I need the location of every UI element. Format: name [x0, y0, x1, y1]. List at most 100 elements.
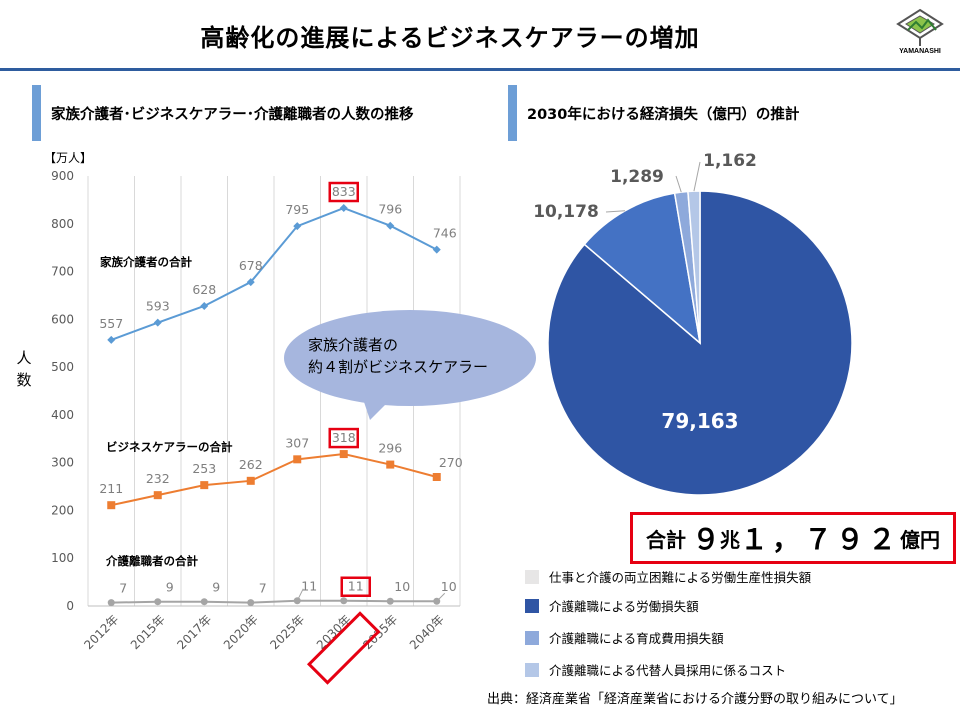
pie-slice — [687, 190, 701, 344]
data-point-business — [200, 481, 209, 490]
y-tick-label: 500 — [51, 360, 74, 374]
data-label-resign: 7 — [119, 581, 127, 596]
highlight-box-family — [328, 181, 359, 203]
y-axis-title-char: 人 — [16, 349, 31, 367]
data-point-family — [107, 335, 116, 344]
legend-item-labor-loss: 介護離職による労働損失額 — [525, 596, 699, 615]
data-point-resign — [247, 599, 255, 607]
y-tick-label: 100 — [51, 551, 74, 565]
label-leader-line — [296, 588, 304, 601]
data-point-resign — [154, 598, 162, 606]
pie-label: 1,162 — [703, 151, 757, 171]
legend-item-productivity: 仕事と介護の両立困難による労働生産性損失額 — [525, 567, 811, 586]
y-tick-label: 400 — [51, 408, 74, 422]
legend-swatch — [525, 569, 539, 584]
series-line-business — [111, 453, 438, 507]
data-label-resign: 11 — [301, 579, 317, 594]
right-section-header: 2030年における経済損失（億円）の推計 — [508, 85, 799, 141]
data-point-business — [107, 501, 116, 510]
data-point-business — [432, 473, 441, 481]
data-point-family — [339, 204, 348, 213]
pie-label: 1,289 — [610, 167, 664, 187]
data-point-business — [386, 460, 395, 469]
pie-leader-line — [693, 161, 701, 192]
total-unit: 億円 — [900, 527, 941, 552]
left-section-title: 家族介護者･ビジネスケアラー･介護離職者の人数の推移 — [51, 106, 414, 123]
x-tick-label: 2017年 — [174, 612, 214, 652]
highlight-box-business — [328, 427, 359, 449]
data-label-business: 307 — [285, 435, 309, 450]
legend-swatch — [525, 662, 539, 677]
data-label-resign: 9 — [166, 580, 174, 595]
data-label-family: 833 — [332, 184, 356, 199]
total-amount-box: 合計 ９ 兆 １，７９２ 億円 — [630, 512, 956, 564]
data-point-business — [339, 450, 348, 459]
pie-label: 79,163 — [661, 409, 738, 433]
data-point-resign — [340, 597, 348, 605]
right-section-accent — [508, 85, 517, 141]
data-label-resign: 10 — [394, 579, 410, 594]
total-trillion: ９ — [691, 523, 720, 556]
data-label-family: 628 — [192, 282, 216, 297]
callout-line2: 約４割がビジネスケアラー — [308, 358, 488, 376]
data-point-resign — [200, 598, 208, 606]
highlight-box-resign — [340, 576, 371, 597]
y-axis-title-char: 数 — [16, 371, 31, 389]
y-tick-label: 600 — [51, 312, 74, 326]
x-tick-label: 2012年 — [81, 612, 121, 652]
pie-leader-line — [605, 210, 626, 213]
logo-text: YAMANASHI — [899, 48, 941, 55]
data-point-family — [386, 221, 395, 230]
series-name-resign: 介護離職者の合計 — [105, 554, 198, 568]
callout-body — [284, 310, 536, 406]
data-label-business: 253 — [192, 461, 216, 476]
data-label-resign: 11 — [348, 579, 364, 594]
title-divider — [0, 68, 960, 71]
legend-label: 介護離職による労働損失額 — [549, 599, 699, 614]
data-point-family — [246, 278, 255, 287]
y-tick-label: 200 — [51, 503, 74, 517]
left-section-header: 家族介護者･ビジネスケアラー･介護離職者の人数の推移 — [32, 85, 414, 141]
data-label-family: 557 — [99, 316, 123, 331]
y-tick-label: 800 — [51, 217, 74, 231]
data-point-business — [153, 491, 162, 500]
legend-label: 介護離職による育成費用損失額 — [549, 631, 724, 646]
x-tick-label: 2040年 — [407, 612, 447, 652]
mountain-logo-icon — [896, 8, 944, 46]
pie-slice — [583, 192, 702, 345]
data-point-business — [246, 476, 255, 485]
source-note: 出典：経済産業省「経済産業省における介護分野の取り組みについて」 — [487, 692, 903, 707]
data-label-business: 232 — [146, 471, 170, 486]
series-name-business: ビジネスケアラーの合計 — [106, 440, 233, 454]
data-label-family: 678 — [239, 258, 263, 273]
data-label-resign: 7 — [259, 581, 267, 596]
total-trillion-unit: 兆 — [720, 527, 740, 552]
data-point-family — [293, 222, 302, 231]
x-tick-label: 2015年 — [128, 612, 168, 652]
pie-leader-line — [675, 175, 682, 193]
data-point-family — [432, 245, 441, 254]
page-title: 高齢化の進展によるビジネスケアラーの増加 — [200, 24, 700, 52]
series-name-family: 家族介護者の合計 — [100, 255, 192, 269]
data-label-resign: 10 — [441, 579, 457, 594]
data-label-family: 593 — [146, 299, 170, 314]
total-hundred-million: １，７９２ — [740, 523, 901, 556]
legend-swatch — [525, 630, 539, 645]
legend-item-training-loss: 介護離職による育成費用損失額 — [525, 628, 724, 647]
y-tick-label: 300 — [51, 456, 74, 470]
data-label-business: 262 — [239, 457, 263, 472]
data-point-family — [200, 301, 209, 310]
y-tick-label: 700 — [51, 265, 74, 279]
legend-item-hiring-cost: 介護離職による代替人員採用に係るコスト — [525, 660, 786, 679]
x-highlight-box — [306, 611, 381, 685]
legend-swatch — [525, 598, 539, 613]
data-point-resign — [107, 599, 115, 607]
data-point-business — [293, 455, 302, 464]
data-label-family: 746 — [433, 226, 457, 241]
pie-label: 10,178 — [533, 202, 599, 222]
data-label-family: 796 — [378, 202, 402, 217]
data-point-resign — [386, 597, 394, 605]
yamanashi-logo: YAMANASHI — [890, 8, 950, 64]
